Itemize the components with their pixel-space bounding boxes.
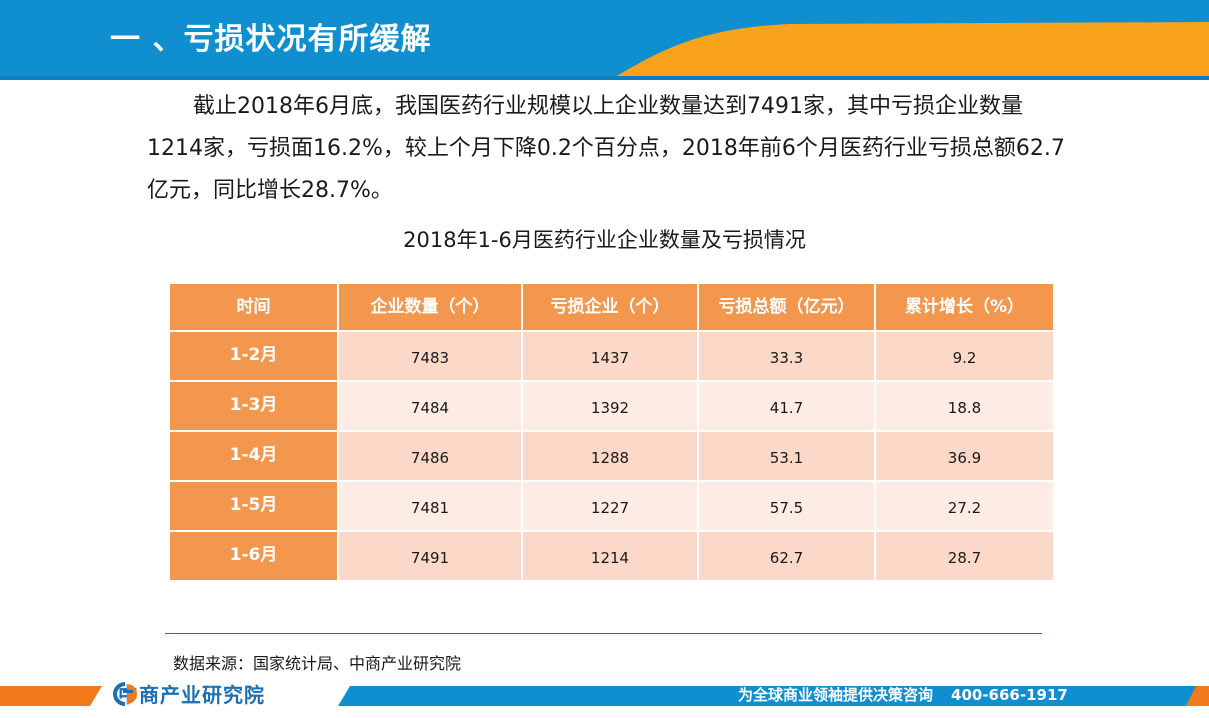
table-cell: 1392	[523, 382, 699, 432]
table-cell: 7486	[339, 432, 523, 482]
table-cell: 1214	[523, 532, 699, 582]
header-banner: 一 、亏损状况有所缓解	[0, 0, 1209, 80]
table-cell: 7491	[339, 532, 523, 582]
table-cell: 33.3	[699, 332, 876, 382]
table-cell: 7481	[339, 482, 523, 532]
logo-text: 中商产业研究院	[118, 683, 265, 707]
table-row: 1-2月 7483 1437 33.3 9.2	[170, 332, 1053, 382]
footer-background	[0, 686, 1209, 706]
row-label: 1-2月	[170, 332, 339, 382]
table-cell: 1437	[523, 332, 699, 382]
loss-data-table: 时间 企业数量（个） 亏损企业（个） 亏损总额（亿元） 累计增长（%） 1-2月…	[170, 284, 1053, 582]
table-title: 2018年1-6月医药行业企业数量及亏损情况	[403, 228, 806, 252]
company-logo: 中商产业研究院	[112, 682, 265, 708]
zhongshang-logo-icon	[113, 682, 137, 706]
row-label: 1-3月	[170, 382, 339, 432]
table-cell: 7483	[339, 332, 523, 382]
table-cell: 36.9	[876, 432, 1053, 482]
table-cell: 1227	[523, 482, 699, 532]
row-label: 1-6月	[170, 532, 339, 582]
source-divider	[165, 633, 1042, 634]
summary-text: 截止2018年6月底，我国医药行业规模以上企业数量达到7491家，其中亏损企业数…	[147, 94, 1065, 203]
row-label: 1-5月	[170, 482, 339, 532]
column-header: 累计增长（%）	[876, 284, 1053, 332]
data-source: 数据来源：国家统计局、中商产业研究院	[173, 654, 462, 673]
row-label: 1-4月	[170, 432, 339, 482]
table-cell: 53.1	[699, 432, 876, 482]
summary-paragraph: 截止2018年6月底，我国医药行业规模以上企业数量达到7491家，其中亏损企业数…	[147, 86, 1067, 212]
table-row: 1-3月 7484 1392 41.7 18.8	[170, 382, 1053, 432]
slogan-text: 为全球商业领袖提供决策咨询	[738, 686, 934, 704]
table-row: 1-6月 7491 1214 62.7 28.7	[170, 532, 1053, 582]
table-cell: 9.2	[876, 332, 1053, 382]
contact-phone: 400-666-1917	[951, 686, 1068, 704]
table-cell: 41.7	[699, 382, 876, 432]
table-cell: 28.7	[876, 532, 1053, 582]
table-header-row: 时间 企业数量（个） 亏损企业（个） 亏损总额（亿元） 累计增长（%）	[170, 284, 1053, 332]
table-cell: 7484	[339, 382, 523, 432]
column-header: 时间	[170, 284, 339, 332]
table-cell: 1288	[523, 432, 699, 482]
column-header: 亏损总额（亿元）	[699, 284, 876, 332]
column-header: 企业数量（个）	[339, 284, 523, 332]
table-cell: 18.8	[876, 382, 1053, 432]
footer-bar: 中商产业研究院 为全球商业领袖提供决策咨询 400-666-1917	[0, 682, 1209, 718]
footer-slogan: 为全球商业领袖提供决策咨询 400-666-1917	[738, 684, 1068, 706]
table-cell: 57.5	[699, 482, 876, 532]
table-row: 1-4月 7486 1288 53.1 36.9	[170, 432, 1053, 482]
table-cell: 27.2	[876, 482, 1053, 532]
header-background	[0, 0, 1209, 80]
table-row: 1-5月 7481 1227 57.5 27.2	[170, 482, 1053, 532]
column-header: 亏损企业（个）	[523, 284, 699, 332]
page-title: 一 、亏损状况有所缓解	[110, 22, 432, 57]
table-cell: 62.7	[699, 532, 876, 582]
